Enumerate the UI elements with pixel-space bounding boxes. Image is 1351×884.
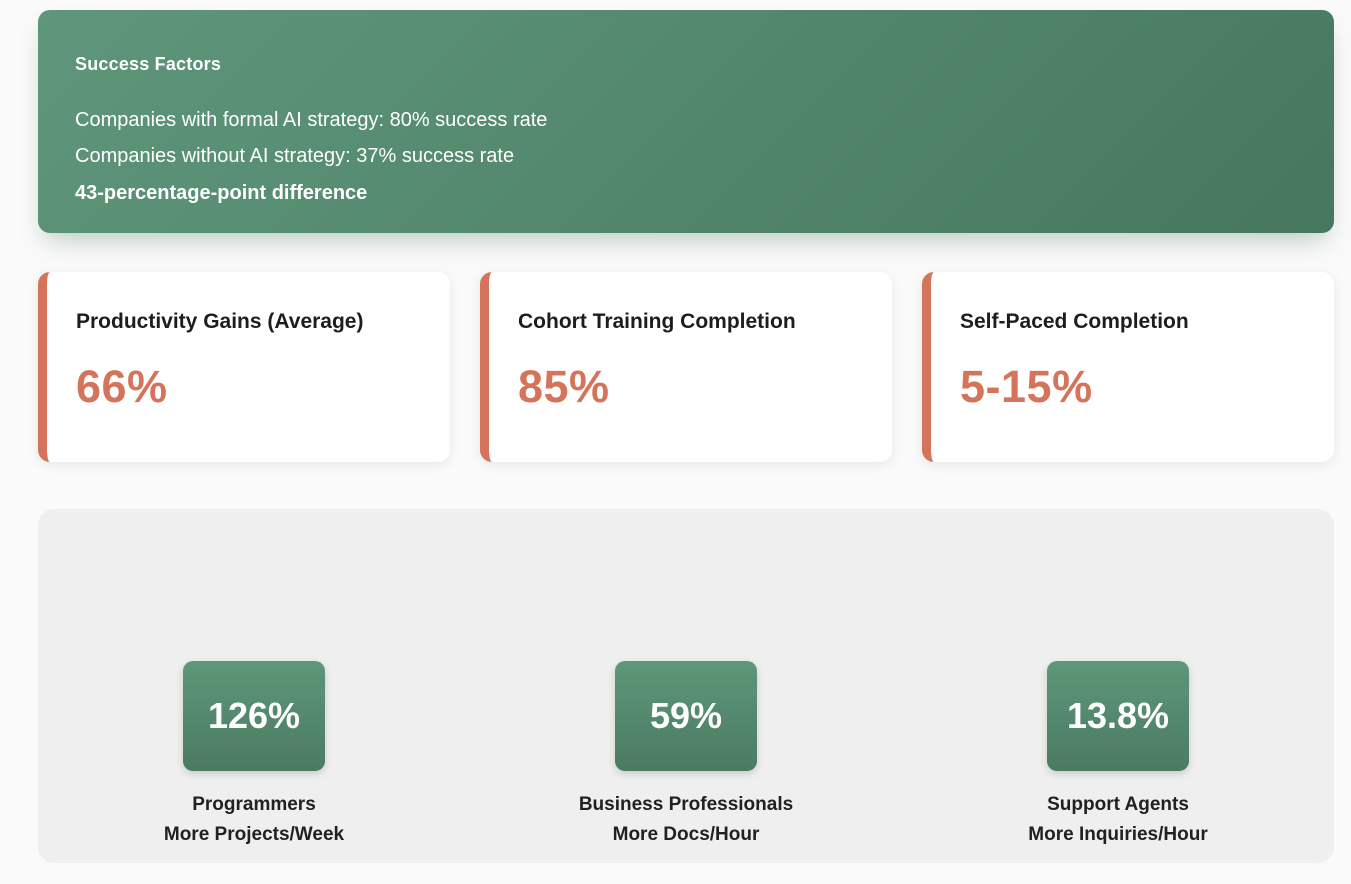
- success-factors-banner: Success Factors Companies with formal AI…: [38, 10, 1334, 233]
- metric-label-line1: Business Professionals: [578, 794, 794, 815]
- stat-card-self-paced: Self-Paced Completion 5-15%: [922, 272, 1334, 462]
- page-root: Success Factors Companies with formal AI…: [38, 10, 1334, 863]
- stat-card-value: 66%: [76, 361, 168, 412]
- metric-label-line1: Support Agents: [1047, 794, 1189, 815]
- stat-card-value: 85%: [518, 361, 610, 412]
- stat-card-label: Cohort Training Completion: [518, 310, 796, 333]
- metric-label-line2: More Projects/Week: [163, 824, 345, 845]
- metric-group-programmers: 126% Programmers More Projects/Week: [164, 661, 344, 850]
- metric-group-business-professionals: 59% Business Professionals More Docs/Hou…: [579, 661, 793, 850]
- banner-highlight-difference: 43-percentage-point difference: [75, 182, 368, 204]
- stat-card-label: Productivity Gains (Average): [76, 310, 364, 333]
- metric-tile-value: 59%: [615, 661, 757, 771]
- banner-line-without-strategy: Companies without AI strategy: 37% succe…: [75, 145, 515, 167]
- banner-title: Success Factors: [75, 54, 222, 74]
- stat-card-cohort-training: Cohort Training Completion 85%: [480, 272, 892, 462]
- stat-cards-row: Productivity Gains (Average) 66% Cohort …: [38, 272, 1334, 462]
- metric-group-support-agents: 13.8% Support Agents More Inquiries/Hour: [1028, 661, 1208, 850]
- metric-label-line2: More Inquiries/Hour: [1028, 824, 1208, 845]
- stat-card-productivity-gains: Productivity Gains (Average) 66%: [38, 272, 450, 462]
- banner-line-with-strategy: Companies with formal AI strategy: 80% s…: [75, 109, 548, 131]
- metric-label-line1: Programmers: [192, 794, 316, 815]
- metric-tile-value: 126%: [182, 661, 325, 771]
- metric-label-line2: More Docs/Hour: [612, 824, 760, 845]
- metric-tile-value: 13.8%: [1047, 661, 1189, 771]
- stat-card-value: 5-15%: [960, 361, 1093, 412]
- stat-card-label: Self-Paced Completion: [960, 310, 1189, 333]
- metrics-panel: 126% Programmers More Projects/Week 59% …: [38, 509, 1334, 863]
